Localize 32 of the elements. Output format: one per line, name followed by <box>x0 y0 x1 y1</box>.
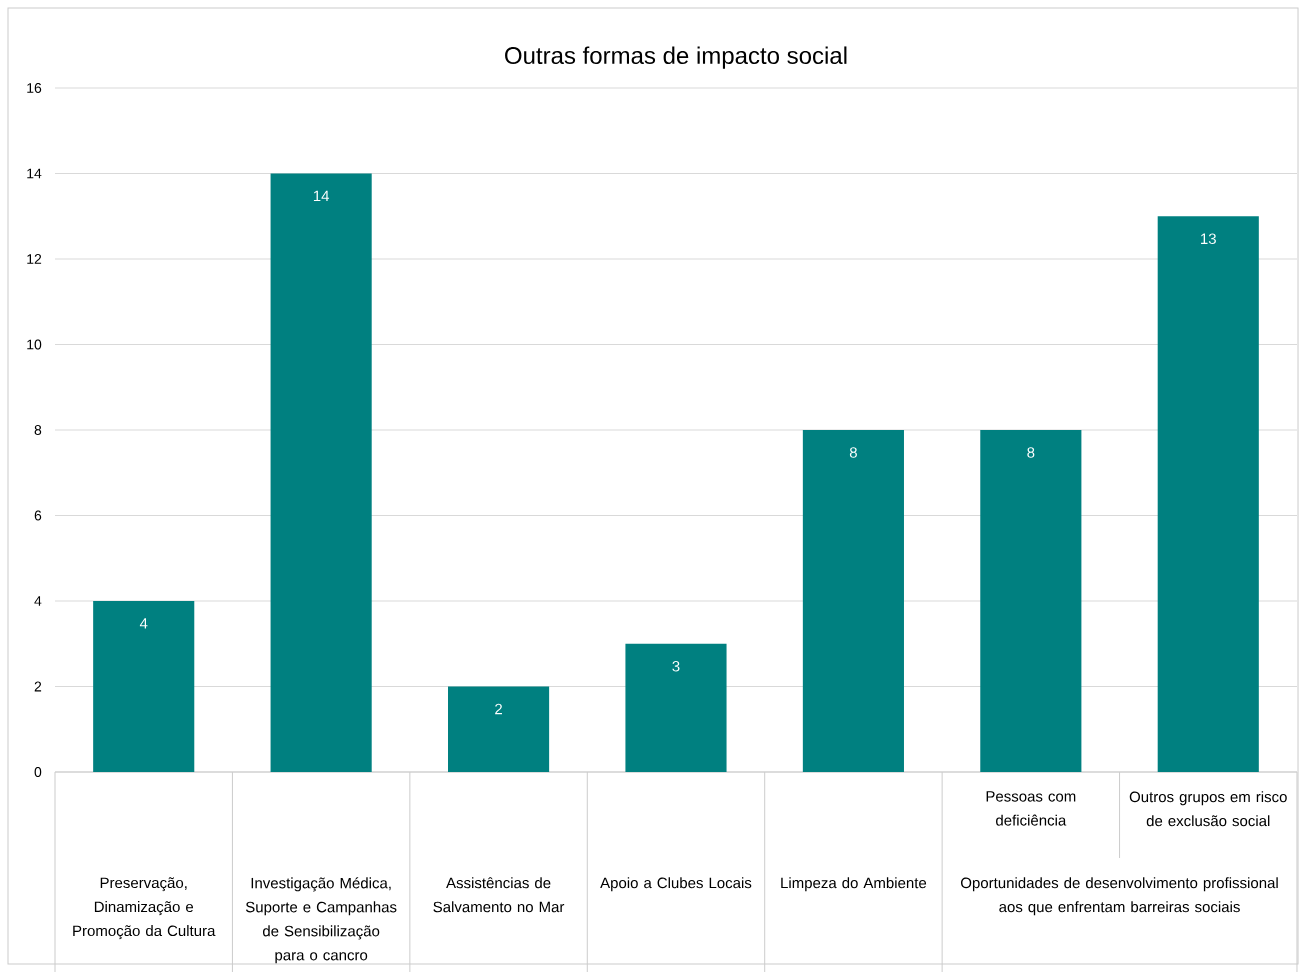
x-tick-label: Apoio a Clubes Locais <box>600 877 752 892</box>
data-label: 4 <box>139 618 148 629</box>
y-tick-label: 12 <box>27 254 42 264</box>
y-tick-label: 14 <box>27 168 42 179</box>
x-tick-label: Pessoas com deficiência <box>986 791 1076 826</box>
y-tick-label: 16 <box>27 83 42 93</box>
data-label: 8 <box>849 447 857 458</box>
x-tick-label: Outros grupos em risco de exclusão social <box>1129 791 1287 827</box>
data-label: 13 <box>1201 233 1216 245</box>
y-tick-label: 8 <box>34 425 42 435</box>
y-tick-label: 6 <box>34 510 42 521</box>
data-label: 8 <box>1027 447 1035 458</box>
bar <box>93 600 195 772</box>
y-tick-label: 0 <box>34 767 42 777</box>
bar <box>980 429 1082 772</box>
bar <box>270 173 372 772</box>
text: Oportunidades de desenvolvimento profissional aos que enfrentam barreiras sociais <box>960 877 1278 916</box>
x-tick-label: Preservação, Dinamização e Promoção da Cultura <box>73 877 216 940</box>
y-tick-label: 2 <box>34 681 42 692</box>
bar <box>802 429 904 772</box>
data-label: 14 <box>313 190 330 201</box>
y-tick-label: 4 <box>34 596 42 606</box>
bar <box>448 686 550 772</box>
x-tick-label: Investigação Médica, Suporte e Campanhas de Sensibilização para o cancro <box>245 877 397 964</box>
chart-title: Outras formas de impacto social <box>505 46 847 69</box>
data-label: 3 <box>672 660 680 672</box>
y-tick-label: 10 <box>27 339 42 350</box>
bar <box>1157 216 1259 772</box>
data-label: 2 <box>495 703 502 715</box>
x-tick-label: Assistências de Salvamento no Mar <box>433 877 565 913</box>
bar <box>625 643 727 772</box>
x-tick-label: Limpeza do Ambiente <box>781 877 927 892</box>
